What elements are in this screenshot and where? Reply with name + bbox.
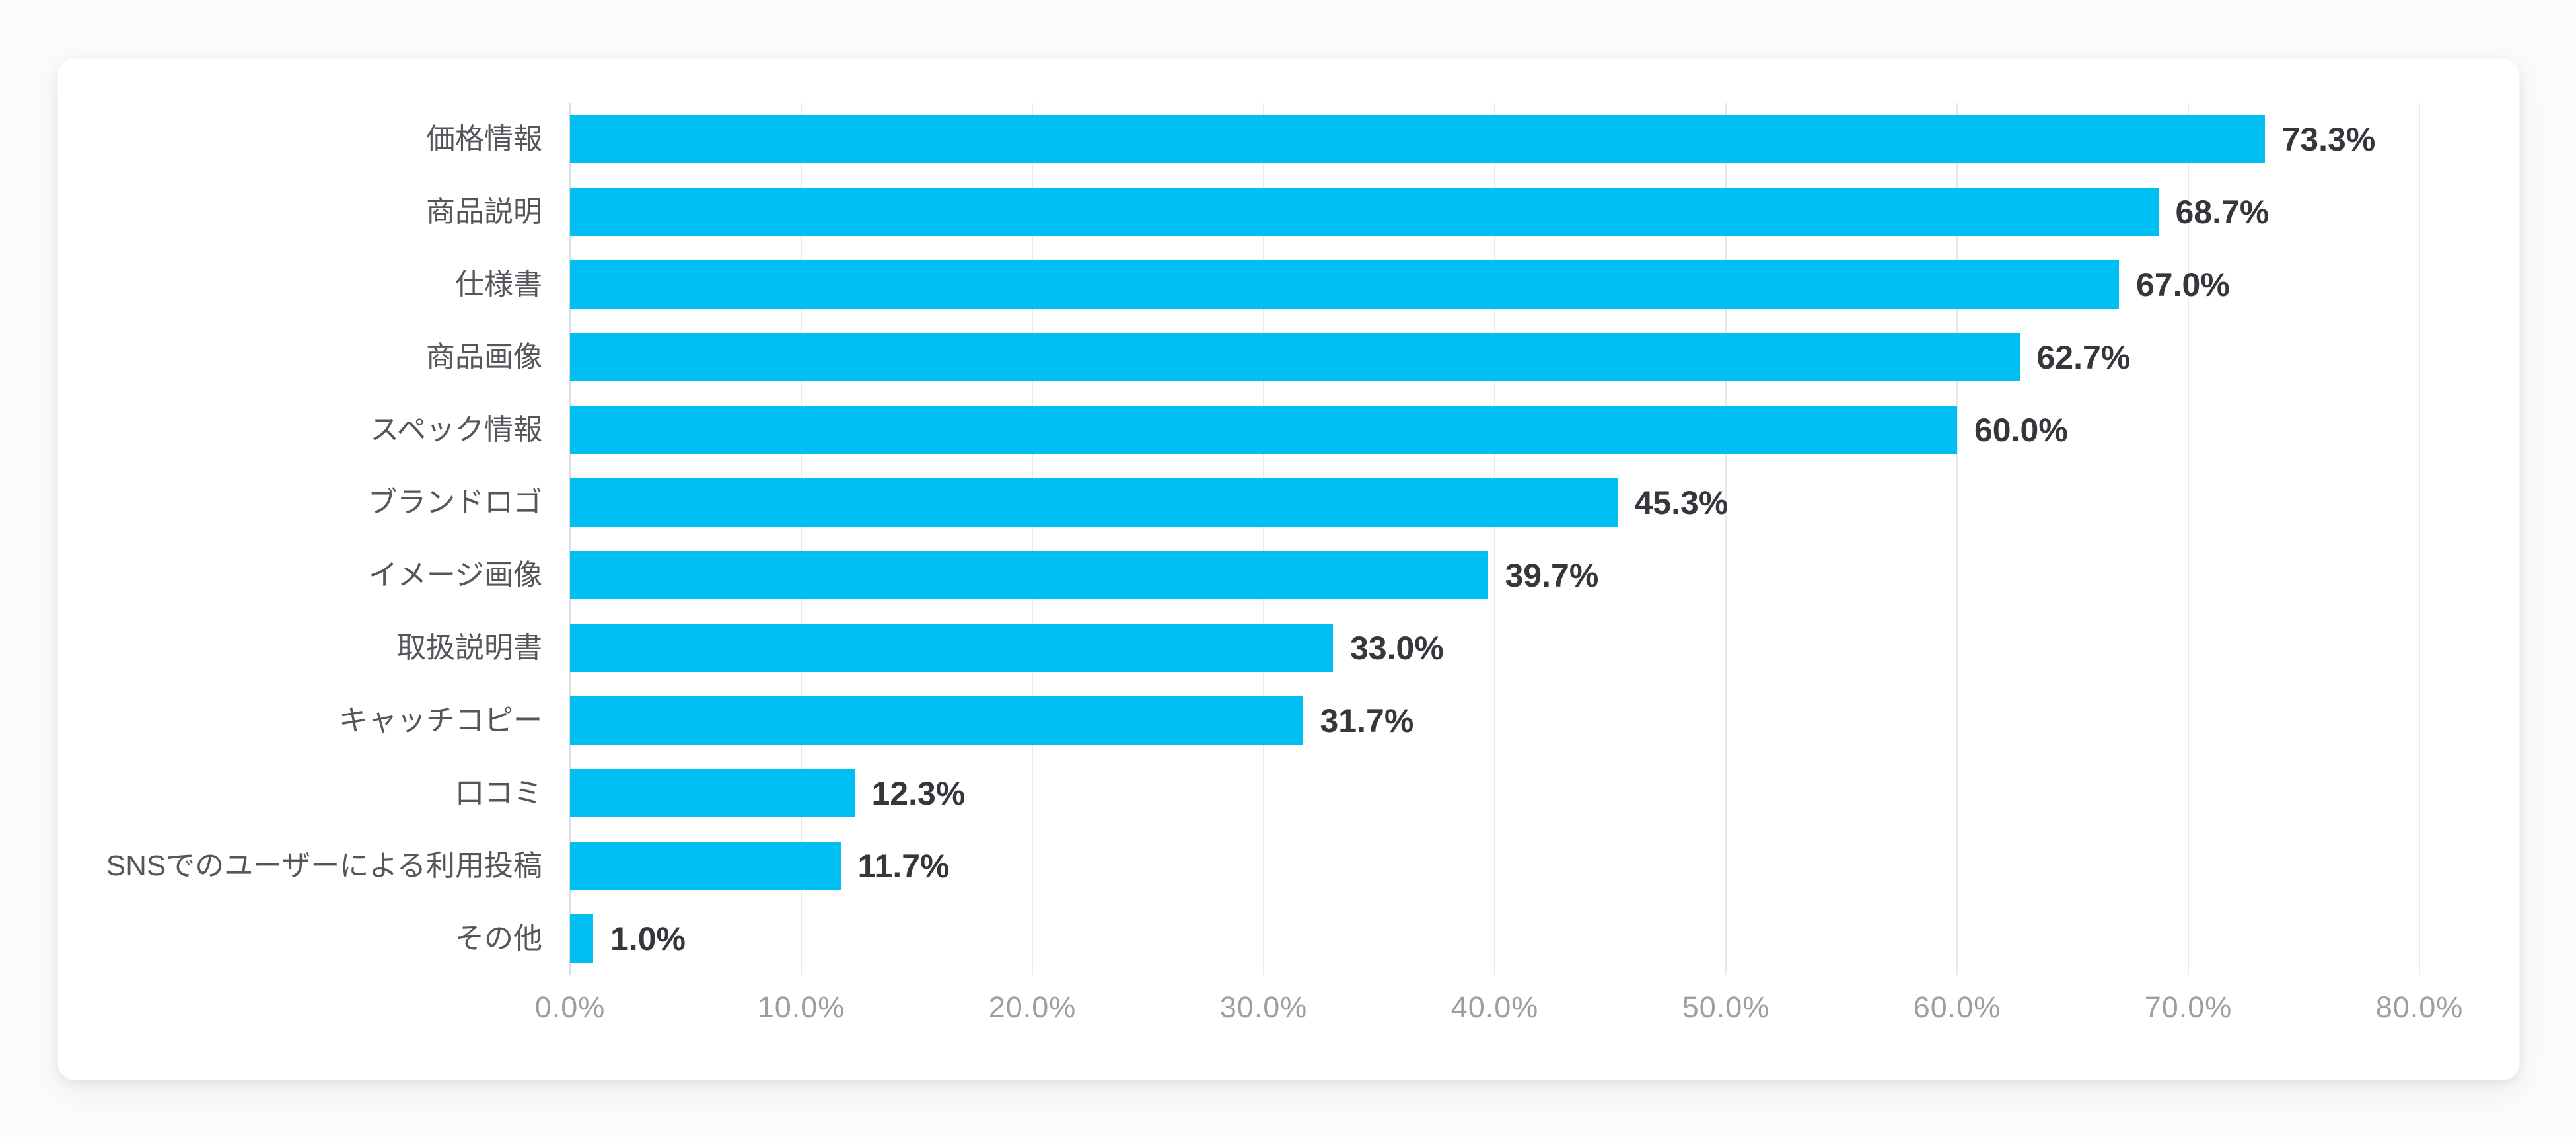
value-label: 33.0%	[1350, 630, 1444, 667]
category-label: 仕様書	[455, 268, 542, 301]
category-label: ブランドロゴ	[368, 486, 542, 519]
bar	[570, 842, 841, 890]
gridline	[801, 103, 802, 975]
x-axis-tick-label: 40.0%	[1450, 990, 1539, 1024]
value-label: 67.0%	[2136, 266, 2230, 303]
category-label: その他	[455, 922, 542, 955]
gridline	[2419, 103, 2420, 975]
value-label: 62.7%	[2036, 339, 2131, 376]
bar	[570, 115, 2265, 163]
bar	[570, 333, 2020, 381]
value-label: 39.7%	[1505, 557, 1599, 594]
value-label: 45.3%	[1634, 484, 1729, 521]
bar-row: キャッチコピー 31.7%	[58, 684, 2519, 757]
bar	[570, 624, 1333, 672]
category-label: SNSでのユーザーによる利用投稿	[106, 850, 542, 882]
x-axis-tick-label: 60.0%	[1913, 990, 2001, 1024]
bar-row: SNSでのユーザーによる利用投稿 11.7%	[58, 830, 2519, 902]
gridline	[1725, 103, 1727, 975]
bar-row: イメージ画像 39.7%	[58, 539, 2519, 612]
category-label: イメージ画像	[368, 559, 542, 591]
gridline	[1032, 103, 1033, 975]
value-label: 12.3%	[871, 775, 966, 812]
bar	[570, 188, 2159, 236]
category-label: 価格情報	[426, 123, 542, 155]
gridline	[2188, 103, 2189, 975]
bar-row: 商品画像 62.7%	[58, 321, 2519, 394]
x-axis-tick-label: 70.0%	[2144, 990, 2233, 1024]
value-label: 1.0%	[610, 920, 686, 957]
bar-row: スペック情報 60.0%	[58, 394, 2519, 466]
x-axis-tick-label: 30.0%	[1219, 990, 1308, 1024]
x-axis-tick-label: 10.0%	[757, 990, 845, 1024]
bar-row: 取扱説明書 33.0%	[58, 612, 2519, 684]
bar-row: 商品説明 68.7%	[58, 176, 2519, 248]
bar-row: その他 1.0%	[58, 902, 2519, 975]
category-label: 口コミ	[455, 777, 542, 809]
gridline	[1263, 103, 1264, 975]
category-label: キャッチコピー	[339, 704, 542, 737]
category-label: 取扱説明書	[397, 632, 542, 664]
x-axis-tick-label: 20.0%	[988, 990, 1077, 1024]
x-axis-tick-label: 80.0%	[2375, 990, 2464, 1024]
bar-row: 価格情報 73.3%	[58, 103, 2519, 176]
bar	[570, 769, 855, 817]
bar	[570, 914, 593, 963]
gridline	[1956, 103, 1958, 975]
value-label: 31.7%	[1320, 702, 1414, 739]
category-label: 商品画像	[426, 341, 542, 373]
value-label: 60.0%	[1974, 412, 2068, 449]
bar	[570, 406, 1957, 454]
bar-chart: 0.0% 10.0% 20.0% 30.0% 40.0% 50.0% 60.0% 70.0% 8…	[58, 59, 2519, 1080]
bar	[570, 260, 2119, 309]
bar-row: 仕様書 67.0%	[58, 248, 2519, 321]
x-axis-tick-label: 50.0%	[1682, 990, 1770, 1024]
bar	[570, 551, 1488, 599]
chart-card: 0.0% 10.0% 20.0% 30.0% 40.0% 50.0% 60.0% 70.0% 8…	[57, 58, 2520, 1080]
bar-row: 口コミ 12.3%	[58, 757, 2519, 830]
x-axis-tick-label: 0.0%	[534, 990, 606, 1024]
category-label: スペック情報	[370, 414, 542, 446]
y-axis-line	[569, 103, 571, 975]
bar	[570, 696, 1303, 745]
value-label: 11.7%	[857, 848, 950, 885]
category-label: 商品説明	[426, 196, 542, 228]
value-label: 73.3%	[2281, 121, 2376, 158]
value-label: 68.7%	[2175, 194, 2270, 231]
bar-row: ブランドロゴ 45.3%	[58, 466, 2519, 539]
gridline	[1494, 103, 1495, 975]
bar	[570, 478, 1618, 527]
